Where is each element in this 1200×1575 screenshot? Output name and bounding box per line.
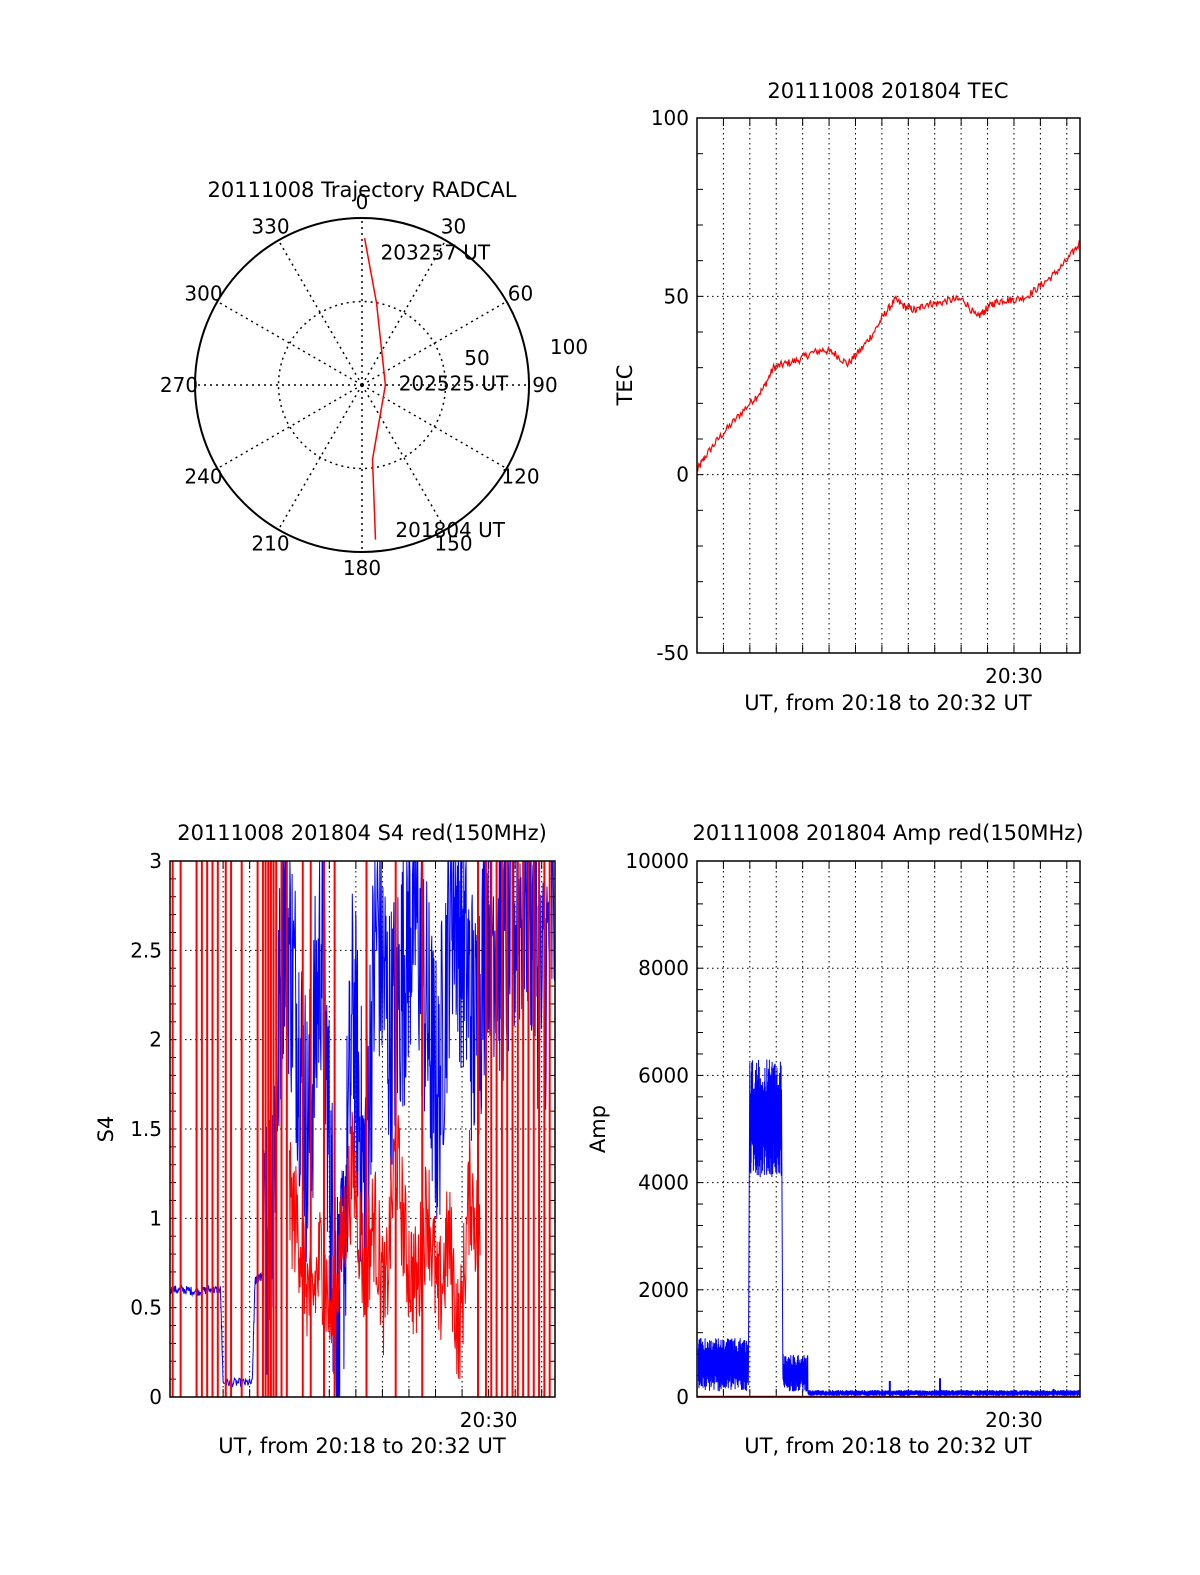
polar-radial-label-100: 100 — [550, 335, 588, 359]
s4-frame — [169, 860, 556, 1398]
amp-ylabel: Amp — [586, 1105, 610, 1153]
polar-grid — [194, 217, 530, 553]
amp-ytick-label: 4000 — [638, 1171, 689, 1195]
tec-frame — [696, 117, 1081, 654]
polar-labels: 0 30 60 90 120 150 180 210 240 270 300 330 50 100 2032… — [160, 190, 588, 580]
polar-angle-label-240: 240 — [184, 465, 222, 489]
polar-outer-circle — [194, 217, 530, 553]
polar-spoke — [361, 239, 447, 386]
amp-blue-line — [697, 1059, 1081, 1396]
polar-angle-label-270: 270 — [160, 373, 198, 397]
s4-ylabel: S4 — [94, 1116, 118, 1143]
s4-ytick-label: 1.5 — [130, 1117, 162, 1141]
tec-xlabel: UT, from 20:18 to 20:32 UT — [744, 691, 1032, 715]
tec-ylabel: TEC — [613, 365, 637, 407]
polar-spoke — [277, 239, 363, 386]
amp-chart: 20111008 201804 Amp red(150MHz) UT, from… — [586, 821, 1084, 1458]
polar-angle-label-120: 120 — [501, 465, 539, 489]
polar-spoke — [361, 384, 508, 470]
s4-ytick-label: 3 — [149, 849, 162, 873]
s4-blue-line — [169, 860, 556, 1398]
polar-spoke — [277, 384, 363, 531]
polar-radial-label-50: 50 — [464, 346, 489, 370]
amp-ytick-label: 8000 — [638, 956, 689, 980]
tec-title: 20111008 201804 TEC — [767, 79, 1008, 103]
polar-angle-label-180: 180 — [343, 556, 381, 580]
s4-ytick-label: 2.5 — [130, 938, 162, 962]
polar-angle-label-30: 30 — [441, 215, 466, 239]
s4-chart: 20111008 201804 S4 red(150MHz) UT, from … — [94, 821, 556, 1458]
polar-trajectory-line — [363, 237, 387, 540]
polar-title: 20111008 Trajectory RADCAL — [208, 178, 517, 202]
amp-frame — [696, 860, 1081, 1398]
tec-ytick-label: 50 — [664, 284, 689, 308]
s4-ytick-label: 1 — [149, 1206, 162, 1230]
tec-plot-area: 100 50 0 -50 20:30 — [651, 106, 1081, 688]
amp-ytick-label: 10000 — [625, 849, 689, 873]
polar-spoke — [216, 300, 363, 386]
polar-spoke — [216, 384, 363, 470]
tec-line — [696, 239, 1081, 472]
amp-xtick-label: 20:30 — [985, 1408, 1043, 1432]
polar-angle-label-300: 300 — [184, 282, 222, 306]
polar-series — [363, 237, 387, 540]
amp-plot-area: 10000 8000 6000 4000 2000 0 20:30 — [625, 849, 1081, 1432]
s4-xlabel: UT, from 20:18 to 20:32 UT — [218, 1434, 506, 1458]
tec-chart: 20111008 201804 TEC UT, from 20:18 to 20… — [613, 79, 1081, 715]
amp-ytick-label: 2000 — [638, 1278, 689, 1302]
tec-xtick-label: 20:30 — [985, 664, 1043, 688]
tec-ytick-label: 100 — [651, 106, 689, 130]
amp-ytick-label: 6000 — [638, 1063, 689, 1087]
polar-spoke — [361, 384, 447, 531]
s4-ytick-label: 0 — [149, 1385, 162, 1409]
s4-red-line — [289, 1111, 481, 1380]
tec-ytick-label: -50 — [656, 641, 689, 665]
polar-annotation-1: 202525 UT — [399, 372, 509, 396]
polar-angle-label-90: 90 — [532, 373, 557, 397]
polar-angle-label-0: 0 — [356, 190, 369, 214]
polar-angle-label-330: 330 — [251, 215, 289, 239]
s4-ytick-label: 0.5 — [130, 1296, 162, 1320]
s4-plot-area: 3 2.5 2 1.5 1 0.5 0 20:30 — [130, 849, 556, 1432]
polar-annotation-0: 203257 UT — [381, 241, 491, 265]
s4-ytick-label: 2 — [149, 1028, 162, 1052]
amp-title: 20111008 201804 Amp red(150MHz) — [692, 821, 1083, 845]
s4-xtick-label: 20:30 — [460, 1408, 518, 1432]
polar-inner-circle — [277, 300, 447, 470]
trajectory-polar-chart: 20111008 Trajectory RADCAL 0 30 60 90 120 150… — [160, 178, 588, 580]
polar-angle-label-210: 210 — [251, 531, 289, 555]
polar-angle-label-150: 150 — [434, 531, 472, 555]
polar-annotation-2: 201804 UT — [395, 518, 505, 542]
amp-ytick-label: 0 — [676, 1385, 689, 1409]
polar-angle-label-60: 60 — [508, 282, 533, 306]
tec-ytick-label: 0 — [676, 463, 689, 487]
s4-title: 20111008 201804 S4 red(150MHz) — [177, 821, 547, 845]
amp-xlabel: UT, from 20:18 to 20:32 UT — [744, 1434, 1032, 1458]
polar-spoke — [361, 300, 508, 386]
